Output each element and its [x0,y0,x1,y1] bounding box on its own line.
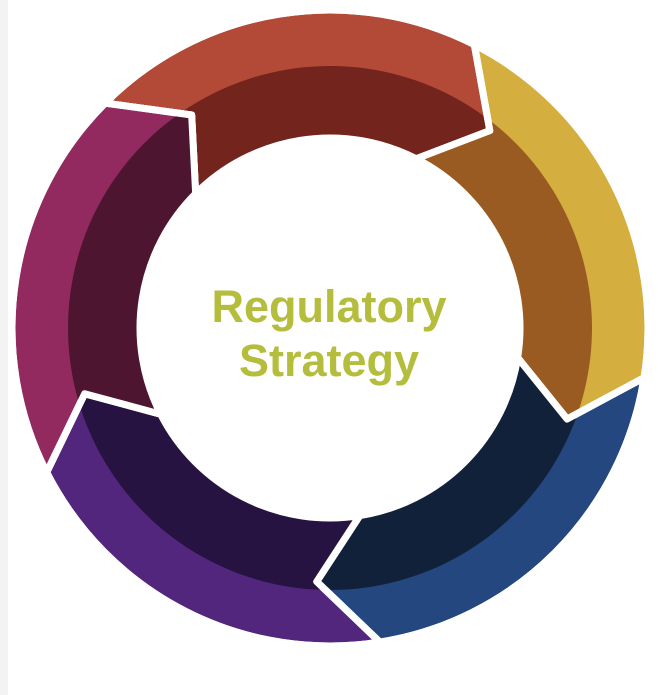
segment-magenta-border [8,99,200,476]
center-title-line-1: Regulatory [211,281,447,332]
segment-red [101,6,494,198]
center-title-line-2: Strategy [238,335,420,386]
segment-red-inner [105,66,490,194]
center-hole [142,140,518,516]
segment-blue-inner [316,357,592,590]
left-edge-strip [0,0,8,695]
